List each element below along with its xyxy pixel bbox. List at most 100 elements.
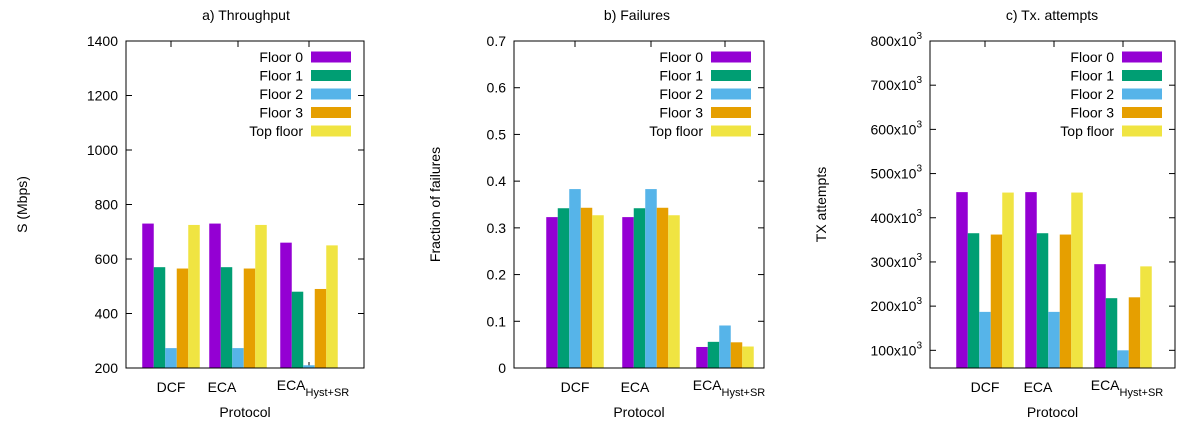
x-tick-label-base: ECA: [693, 377, 722, 393]
x-tick-label-dcf: DCF: [561, 379, 590, 395]
bar-floor-2-2: [1117, 350, 1129, 368]
y-tick-label-exponent: 3: [916, 340, 922, 351]
x-tick-label-eca-hyst-sr: ECAHyst+SR: [277, 377, 350, 399]
bar-floor-1-0: [153, 267, 166, 368]
y-tick-label-exponent: 3: [916, 208, 922, 219]
x-tick-label-dcf: DCF: [971, 379, 1000, 395]
y-tick-label: 600: [95, 251, 119, 267]
bar-top-floor-0: [1002, 192, 1014, 368]
y-tick-label-base: 100x10: [871, 342, 917, 358]
legend-swatch: [1122, 107, 1162, 118]
legend-swatch: [711, 70, 751, 81]
plot-frame: [929, 40, 1176, 369]
bar-floor-1-0: [557, 208, 570, 368]
bar-floor-1-2: [1105, 298, 1118, 368]
legend-swatch: [711, 125, 751, 137]
bar-floor-0-2: [280, 242, 292, 368]
plot-frame: [513, 40, 765, 369]
x-tick-label-dcf: DCF: [157, 379, 186, 395]
bar-top-floor-1: [1071, 192, 1083, 368]
bar-floor-0-1: [1025, 192, 1037, 368]
legend-swatch: [1122, 88, 1162, 100]
legend-swatch: [311, 125, 351, 137]
y-axis-label: Fraction of failures: [427, 147, 443, 262]
y-tick-label: 1400: [87, 33, 118, 49]
y-tick-label: 0.5: [487, 126, 507, 142]
y-tick-label: 100x103: [871, 340, 923, 358]
bar-floor-1-2: [291, 291, 304, 368]
bar-top-floor-2: [742, 346, 754, 368]
y-tick-label-base: 200x10: [871, 298, 917, 314]
y-tick-label-exponent: 3: [916, 75, 922, 86]
y-tick-label: 400: [95, 306, 119, 322]
legend-swatch: [1122, 70, 1162, 81]
bar-floor-2-1: [645, 189, 657, 368]
legend-swatch: [711, 88, 751, 100]
bar-top-floor-0: [592, 215, 604, 368]
bar-top-floor-2: [1140, 266, 1152, 368]
bar-floor-0-2: [1094, 264, 1106, 368]
bar-floor-3-0: [176, 268, 189, 368]
legend-label: Top floor: [1060, 123, 1114, 139]
bar-top-floor-2: [326, 245, 338, 368]
bar-floor-1-1: [1036, 233, 1049, 368]
x-axis-label: Protocol: [219, 404, 270, 420]
bar-floor-3-1: [656, 207, 669, 368]
bar-floor-0-0: [546, 217, 558, 368]
y-tick-label-base: 500x10: [871, 166, 917, 182]
x-tick-label-eca-hyst-sr: ECAHyst+SR: [1091, 377, 1164, 399]
legend-label: Floor 2: [1070, 86, 1114, 102]
y-tick-label: 0.7: [487, 33, 507, 49]
chart-title: b) Failures: [604, 7, 670, 23]
bar-floor-0-1: [622, 217, 634, 368]
chart-title: a) Throughput: [202, 7, 290, 23]
y-tick-label: 400x103: [871, 208, 923, 226]
y-tick-label-exponent: 3: [916, 119, 922, 130]
y-tick-label-exponent: 3: [916, 164, 922, 175]
x-tick-label-eca: ECA: [208, 379, 237, 395]
legend-label: Floor 1: [659, 68, 703, 84]
y-tick-label: 1000: [87, 142, 118, 158]
x-tick-label-base: ECA: [277, 377, 306, 393]
y-tick-label: 1200: [87, 88, 118, 104]
bar-top-floor-1: [255, 224, 267, 368]
y-tick-label: 700x103: [871, 75, 923, 93]
y-tick-label: 0.6: [487, 80, 507, 96]
y-tick-label-base: 400x10: [871, 210, 917, 226]
bar-floor-0-0: [142, 223, 154, 368]
legend-label: Floor 1: [1070, 68, 1114, 84]
bar-floor-3-0: [580, 207, 593, 368]
legend-swatch: [711, 51, 751, 63]
legend-swatch: [311, 107, 351, 118]
bar-floor-3-1: [1059, 234, 1072, 368]
y-tick-label: 800x103: [871, 31, 923, 49]
x-tick-label-subscript: Hyst+SR: [722, 387, 766, 399]
y-tick-label-base: 800x10: [871, 33, 917, 49]
y-tick-label: 200: [95, 360, 119, 376]
bar-floor-2-2: [303, 365, 315, 368]
legend-swatch: [311, 88, 351, 100]
y-tick-label-exponent: 3: [916, 296, 922, 307]
bar-floor-3-2: [314, 288, 327, 368]
bar-floor-2-2: [719, 325, 731, 368]
bar-floor-1-1: [220, 267, 233, 368]
y-tick-label-base: 300x10: [871, 254, 917, 270]
y-axis-label: S (Mbps): [14, 176, 30, 233]
bar-floor-3-2: [730, 342, 743, 368]
y-tick-label-exponent: 3: [916, 252, 922, 263]
bar-floor-2-0: [165, 348, 177, 368]
legend-swatch: [311, 51, 351, 63]
x-tick-label-eca-hyst-sr: ECAHyst+SR: [693, 377, 766, 399]
chart-panel-0: a) Throughput S (Mbps) Protocol 200 400 600 80…: [14, 7, 365, 420]
chart-title: c) Tx. attempts: [1006, 7, 1098, 23]
x-tick-label-eca: ECA: [621, 379, 650, 395]
y-axis-label: TX attempts: [813, 167, 829, 242]
legend-label: Floor 3: [1070, 105, 1114, 121]
y-tick-label: 800: [95, 197, 119, 213]
bar-floor-2-0: [979, 311, 991, 368]
legend-label: Floor 0: [659, 49, 703, 65]
y-tick-label: 0.2: [487, 267, 507, 283]
bar-floor-0-0: [956, 192, 968, 368]
x-axis-label: Protocol: [613, 404, 664, 420]
legend-swatch: [1122, 125, 1162, 137]
